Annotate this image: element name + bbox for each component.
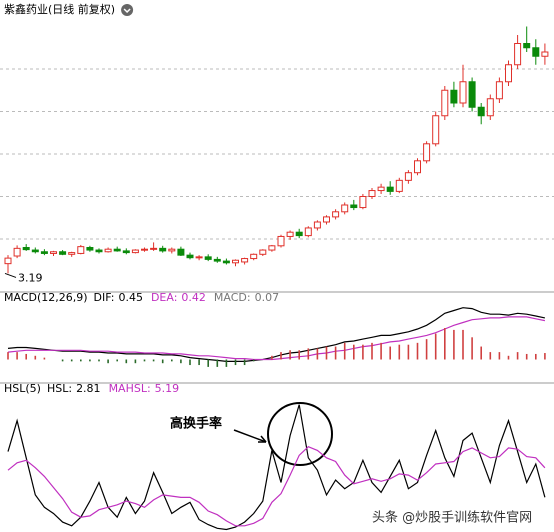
legend-label: DIF:: [94, 291, 115, 304]
candle-body: [59, 251, 67, 255]
candle-body: [541, 51, 549, 57]
candle-body: [414, 160, 421, 174]
candle-body: [386, 186, 394, 192]
legend-value: 5.19: [155, 382, 180, 395]
candle-body: [377, 186, 385, 192]
annotation-arrow: [233, 429, 267, 443]
candle-body: [404, 172, 412, 181]
series-line: [7, 307, 546, 362]
panel-title: 紫鑫药业(日线 前复权): [4, 2, 115, 16]
candle-body: [495, 81, 503, 100]
candle-body: [286, 231, 294, 237]
candle-body: [186, 254, 194, 259]
low-marker: [4, 272, 17, 278]
candle-body: [395, 179, 403, 192]
candle-body: [523, 43, 531, 49]
candle-body: [323, 216, 330, 223]
candle-body: [441, 89, 449, 117]
candle-body: [168, 248, 176, 252]
candle-body: [477, 106, 485, 117]
candle-body: [368, 190, 376, 198]
candle-body: [122, 250, 130, 254]
candle-body: [277, 235, 285, 247]
candle-body: [304, 227, 312, 237]
candle-body: [22, 247, 30, 251]
candle-body: [486, 98, 494, 117]
candle-body: [259, 249, 267, 255]
candle-body: [432, 115, 440, 145]
candle-body: [350, 204, 358, 209]
series-line: [7, 316, 546, 361]
candle-body: [40, 251, 48, 254]
series-line: [7, 445, 546, 527]
candle-body: [222, 260, 230, 264]
annotation: 高换手率: [170, 416, 222, 432]
candle-body: [213, 258, 221, 262]
candle-body: [177, 248, 185, 256]
candle-body: [359, 196, 367, 209]
watermark: 头条 @炒股手训练软件官网: [372, 510, 532, 526]
candle-body: [131, 249, 139, 254]
candle-body: [268, 245, 276, 251]
legend-label: MAHSL:: [109, 382, 151, 395]
candle-body: [31, 249, 39, 253]
candle-body: [505, 64, 512, 83]
legend-value: 0.07: [255, 291, 280, 304]
candle-body: [341, 204, 349, 213]
candle-body: [141, 248, 148, 251]
candle-body: [514, 43, 522, 66]
dropdown-chevron: [123, 8, 131, 14]
candle-body: [232, 259, 239, 264]
candle-body: [95, 249, 103, 253]
candle-body: [50, 251, 57, 254]
legend-value: 0.42: [181, 291, 206, 304]
candle-body: [86, 247, 94, 251]
legend-value: 2.81: [76, 382, 101, 395]
candle-body: [241, 258, 249, 263]
candle-body: [459, 81, 467, 104]
candle-body: [77, 246, 85, 254]
candle-body: [104, 248, 112, 253]
candle-body: [250, 253, 258, 260]
candle-body: [4, 257, 12, 265]
candle-body: [13, 247, 21, 257]
candle-body: [295, 231, 303, 237]
candle-body: [332, 211, 340, 218]
candle-body: [313, 221, 321, 229]
candle-body: [204, 256, 212, 260]
series-line: [7, 404, 546, 531]
candle-body: [68, 252, 76, 255]
dropdown-icon: [121, 4, 134, 16]
annotation-arrowhead: [258, 435, 267, 443]
panel-title: HSL(5): [4, 382, 41, 395]
watermark-bg: [362, 505, 554, 531]
candle-body: [195, 256, 203, 259]
legend-label: HSL:: [47, 382, 72, 395]
candle-body: [450, 89, 458, 104]
candle-body: [423, 143, 431, 162]
candle-body: [113, 248, 121, 252]
legend-label: DEA:: [151, 291, 177, 304]
candle-body: [532, 47, 540, 57]
candle-body: [468, 81, 476, 108]
low-label: 3.19: [18, 271, 43, 284]
candle-body: [159, 247, 167, 252]
candle-body: [150, 247, 158, 250]
legend-value: 0.45: [118, 291, 143, 304]
legend-label: MACD:: [214, 291, 251, 304]
annotation-circle: [267, 402, 333, 466]
panel-title: MACD(12,26,9): [4, 291, 88, 304]
